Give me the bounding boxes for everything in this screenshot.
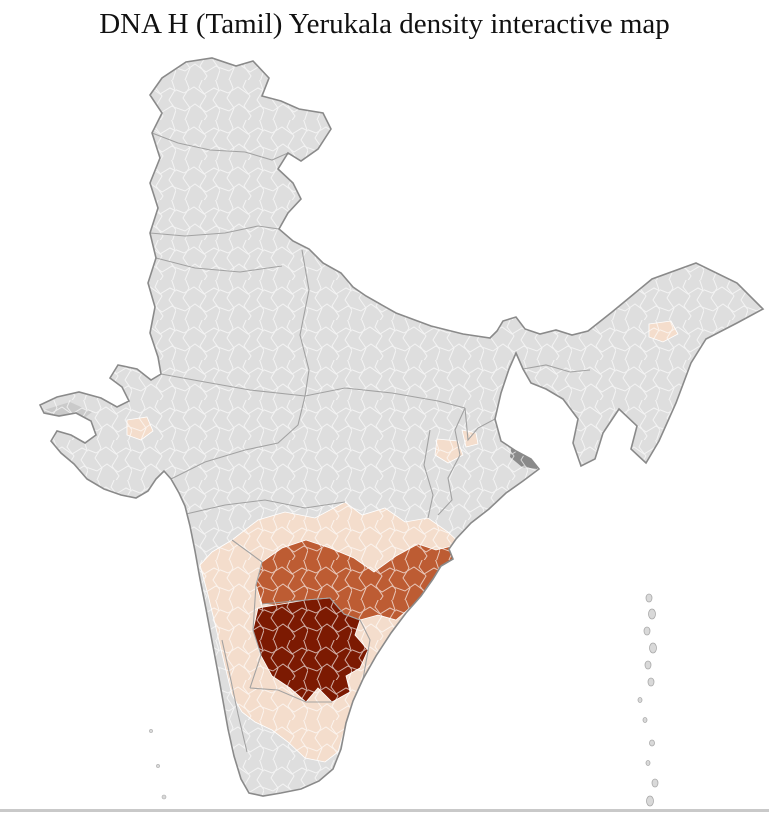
andaman-nicobar-islands[interactable] — [637, 593, 659, 807]
lakshadweep-islands[interactable] — [149, 729, 167, 800]
page-title: DNA H (Tamil) Yerukala density interacti… — [99, 8, 670, 40]
bottom-divider — [0, 809, 769, 812]
state-borders — [149, 132, 591, 753]
district-borders-mesh — [40, 58, 763, 796]
